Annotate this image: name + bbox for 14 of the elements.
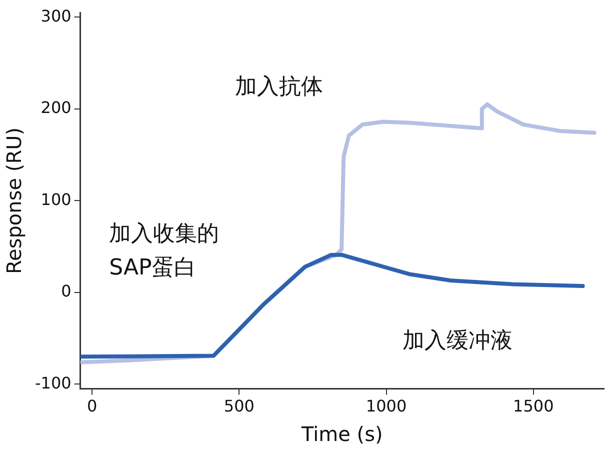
annotation: 加入收集的 SAP蛋白 [109,221,220,280]
y-axis-title: Response (RU) [2,127,26,274]
x-tick-label: 1500 [513,396,554,416]
y-tick-label: 300 [40,6,72,26]
x-tick-label: 0 [86,396,98,416]
x-axis-title: Time (s) [300,422,383,446]
y-tick-label: -100 [35,373,72,392]
annotation: 加入抗体 [234,74,323,100]
y-tick-label: 0 [61,282,72,301]
x-tick-label: 1000 [366,396,407,416]
annotation: 加入缓冲液 [402,328,512,354]
y-tick-label: 200 [40,98,72,118]
y-tick-label: 100 [40,190,72,209]
x-tick-label: 500 [224,396,254,416]
